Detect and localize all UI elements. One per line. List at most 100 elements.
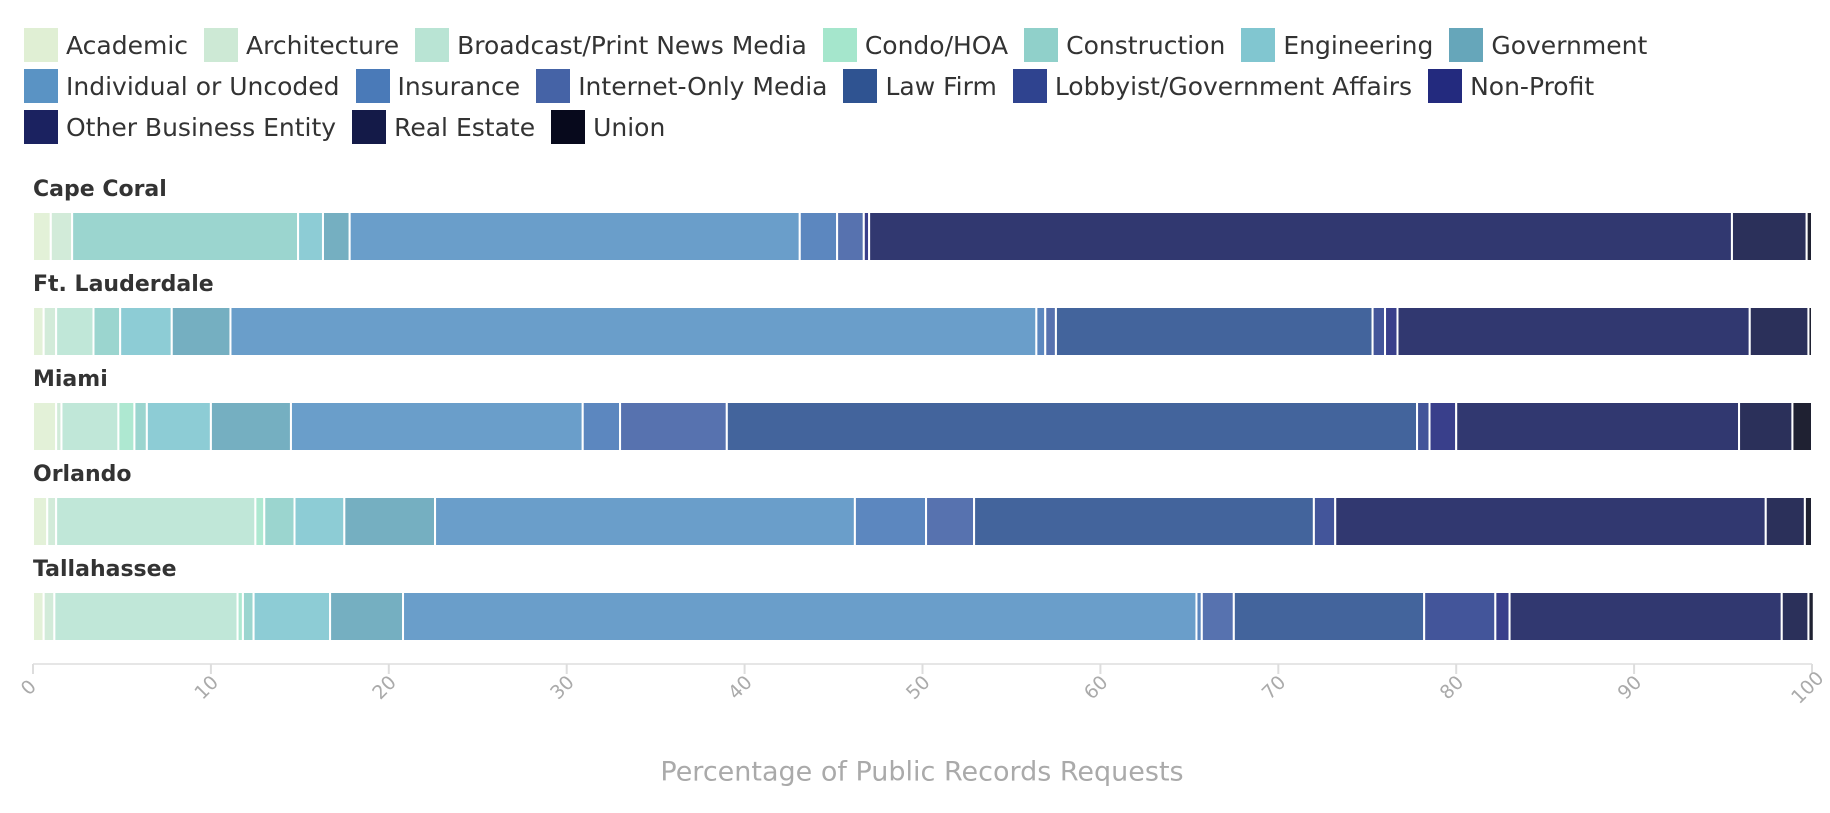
bar-segment [1738,401,1794,452]
bar-segment [46,496,58,547]
x-tick-label: 0 [17,676,41,700]
legend-swatch [1024,28,1059,62]
legend-swatch [24,28,58,62]
x-tick-label: 90 [1614,671,1647,704]
bar-segment [1807,306,1814,357]
x-axis-title: Percentage of Public Records Requests [660,757,1183,788]
bar-segment [1428,401,1458,452]
category-label: Tallahassee [33,557,176,582]
bar-segment [619,401,728,452]
legend-item: Other Business Entity [24,110,336,144]
legend-swatch [204,28,239,62]
legend-item: Insurance [355,69,521,103]
legend-swatch [1012,69,1047,103]
legend-item: Broadcast/Print News Media [415,28,807,62]
bar-segment [1384,306,1399,357]
x-tick-label: 80 [1436,671,1469,704]
bar-segment [60,401,120,452]
bar-segment [1791,401,1814,452]
bar-segment [55,306,95,357]
bar-segment [117,401,136,452]
bar-segment [293,496,346,547]
bar-segment [1508,591,1783,642]
category-label: Orlando [33,462,131,487]
legend-swatch [415,28,450,62]
legend-swatch [352,110,387,144]
legend-label: Architecture [246,30,400,60]
bar-segment [254,496,266,547]
legend-swatch [1428,69,1463,103]
bar-segment [581,401,622,452]
legend-item: Condo/HOA [822,28,1009,62]
legend-item: Internet-Only Media [536,69,827,103]
legend-swatch [536,69,571,103]
bar-segment [55,496,257,547]
legend-item: Academic [24,28,188,62]
legend-label: Insurance [397,71,521,101]
bar-segment [252,591,332,642]
legend-swatch [843,69,878,103]
legend-swatch [551,110,586,144]
bar-segment [402,591,1198,642]
legend-label: Condo/HOA [864,30,1009,60]
legend-item: Construction [1024,28,1225,62]
bar-segment [42,306,58,357]
category-label: Ft. Lauderdale [33,272,214,297]
bar-segment [32,211,52,262]
legend-label: Broadcast/Print News Media [457,30,807,60]
legend-label: Other Business Entity [66,112,337,142]
bar-segment [263,496,296,547]
bar-segment [71,211,300,262]
legend-label: Academic [66,30,189,60]
x-tick-label: 10 [190,671,223,704]
bar-segment [1334,496,1767,547]
bar-segment [32,306,45,357]
bar-segment [1416,401,1431,452]
legend-item: Real Estate [352,110,535,144]
category-label: Cape Coral [33,177,167,202]
legend-item: Lobbyist/Government Affairs [1012,69,1412,103]
bar-segment [1035,306,1047,357]
bar-segment [725,401,1419,452]
bar-segment [329,591,405,642]
bar-segment [289,401,584,452]
bar-segment [434,496,856,547]
bar-segment [53,591,239,642]
legend-swatch [24,110,58,144]
bar-segment [1312,496,1337,547]
bar-segment [798,211,839,262]
legend-label: Union [593,112,666,142]
legend-item: Individual or Uncoded [24,69,340,103]
bar-segment [853,496,928,547]
bar-segment [92,306,122,357]
legend-item: Government [1449,28,1647,62]
bar-segment [119,306,173,357]
bar-segment [209,401,292,452]
category-label: Miami [33,367,108,392]
legend-swatch [1241,28,1276,62]
bar-segment [321,211,351,262]
bar-segment [1807,591,1815,642]
legend-item: Architecture [204,28,399,62]
legend-label: Non-Profit [1470,71,1595,101]
bar-segment [348,211,801,262]
bar-segment [925,496,976,547]
bar-segment [1054,306,1374,357]
x-tick-label: 40 [724,671,757,704]
bar-segment [1780,591,1810,642]
bar-segment [1396,306,1751,357]
legend: Academic Architecture Broadcast/Print News… [24,28,1664,144]
legend-label: Internet-Only Media [578,71,828,101]
bar-segment [145,401,212,452]
legend-label: Construction [1066,30,1226,60]
bar-segment [343,496,437,547]
x-tick-label: 100 [1787,667,1828,708]
legend-label: Engineering [1283,30,1434,60]
legend-item: Union [551,110,665,144]
legend-item: Engineering [1241,28,1433,62]
bar-segment [1044,306,1057,357]
bar-segment [32,591,45,642]
bar-segment [836,211,865,262]
